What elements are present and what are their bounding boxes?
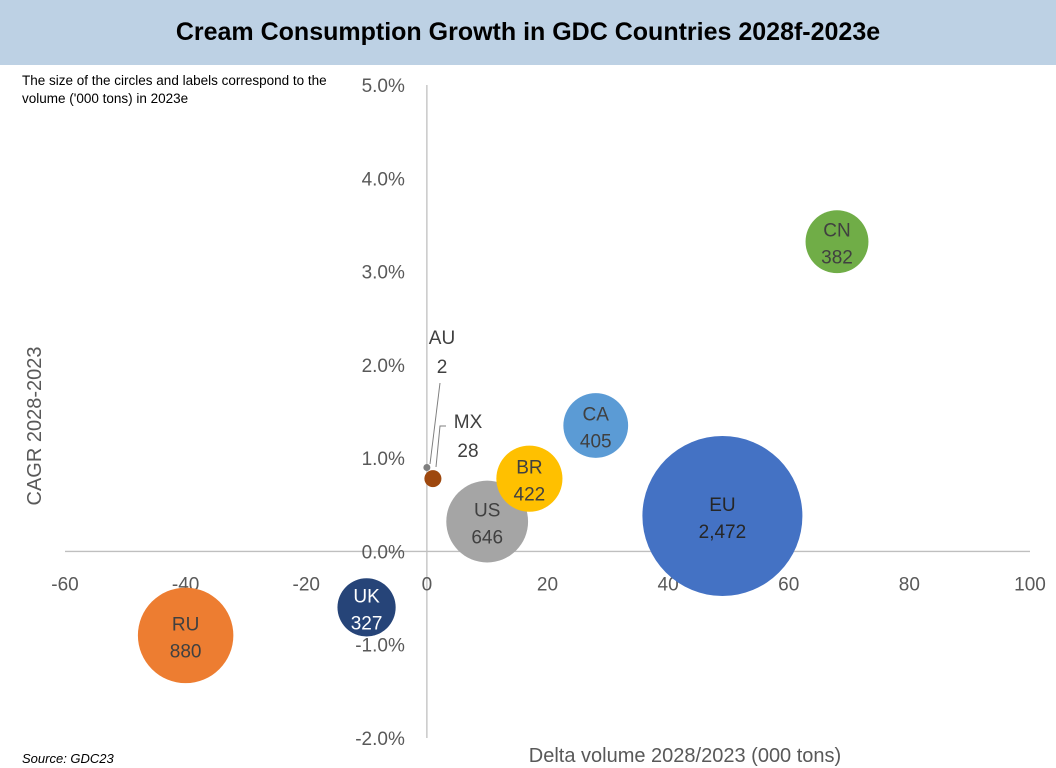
bubble-name-label: MX xyxy=(454,412,483,433)
bubble-circle xyxy=(563,393,629,458)
y-tick-label: 0.0% xyxy=(362,542,405,563)
bubble-value-label: 2,472 xyxy=(699,522,747,543)
bubble-name-label: EU xyxy=(709,495,735,516)
bubble-circle xyxy=(424,470,442,488)
bubble-circle xyxy=(137,587,234,684)
x-tick-label: -60 xyxy=(51,574,78,595)
y-tick-label: 2.0% xyxy=(362,356,405,377)
bubble-cn xyxy=(805,210,869,274)
bubble-name-label: US xyxy=(474,501,500,522)
y-tick-label: 1.0% xyxy=(362,449,405,470)
y-axis-title: CAGR 2028-2023 xyxy=(24,347,46,506)
bubble-name-label: BR xyxy=(516,458,542,479)
bubble-ru xyxy=(137,587,234,684)
bubble-value-label: 880 xyxy=(170,641,202,662)
bubble-value-label: 405 xyxy=(580,431,612,452)
bubble-value-label: 422 xyxy=(514,485,546,506)
y-tick-label: -2.0% xyxy=(355,729,405,750)
bubble-ca xyxy=(563,393,629,458)
source-note: Source: GDC23 xyxy=(22,751,114,766)
bubble-name-label: CA xyxy=(583,404,610,425)
bubble-value-label: 382 xyxy=(821,248,853,269)
bubble-eu xyxy=(642,435,803,596)
bubble-circle xyxy=(423,463,431,471)
x-axis-title: Delta volume 2028/2023 (000 tons) xyxy=(529,745,841,767)
x-tick-label: -20 xyxy=(293,574,320,595)
leader-line-au xyxy=(429,382,441,465)
x-tick-label: 0 xyxy=(422,574,433,595)
bubble-circle xyxy=(337,578,396,637)
x-tick-label: 20 xyxy=(537,574,558,595)
bubble-value-label: 28 xyxy=(457,441,478,462)
bubble-value-label: 646 xyxy=(471,528,503,549)
bubble-uk xyxy=(337,578,396,637)
bubble-value-label: 2 xyxy=(437,357,448,378)
bubble-circle xyxy=(496,445,563,512)
bubble-name-label: CN xyxy=(823,221,850,242)
size-note: The size of the circles and labels corre… xyxy=(22,73,327,106)
bubble-mx xyxy=(424,470,442,488)
x-tick-label: 60 xyxy=(778,574,799,595)
chart-title: Cream Consumption Growth in GDC Countrie… xyxy=(175,18,881,46)
bubble-value-label: 327 xyxy=(351,613,383,634)
y-tick-label: 3.0% xyxy=(362,263,405,284)
leader-line-mx xyxy=(435,425,446,468)
bubble-name-label: UK xyxy=(353,586,380,607)
x-tick-label: 40 xyxy=(658,574,679,595)
y-tick-label: -1.0% xyxy=(355,636,405,657)
bubble-au xyxy=(423,463,431,471)
bubble-circle xyxy=(805,210,869,274)
y-tick-label: 4.0% xyxy=(362,169,405,190)
bubble-circle xyxy=(642,435,803,596)
bubble-name-label: RU xyxy=(172,614,199,635)
title-bar: Cream Consumption Growth in GDC Countrie… xyxy=(0,0,1056,65)
x-tick-label: 80 xyxy=(899,574,920,595)
x-tick-label: 100 xyxy=(1014,574,1046,595)
y-tick-label: 5.0% xyxy=(362,76,405,97)
bubble-name-label: AU xyxy=(429,328,455,349)
bubble-br xyxy=(496,445,563,512)
